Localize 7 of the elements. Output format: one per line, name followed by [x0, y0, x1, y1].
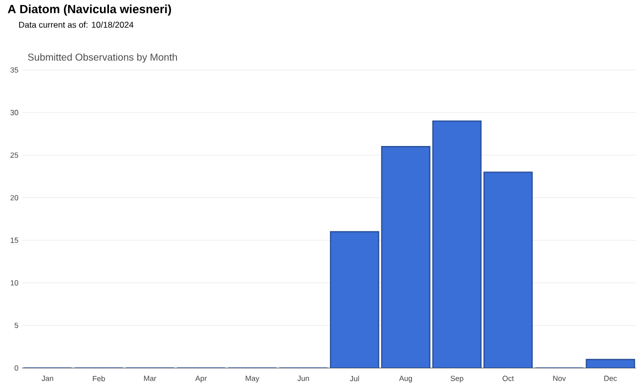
bar [330, 231, 380, 368]
text: Submitted Observations by Month [28, 53, 177, 63]
chart-title: A Diatom (Navicula wiesneri) [8, 4, 172, 16]
bar [483, 172, 533, 368]
bar [381, 146, 430, 368]
chart-subtitle: Data current as of: 10/18/2024 [19, 22, 134, 28]
bar [432, 120, 482, 368]
